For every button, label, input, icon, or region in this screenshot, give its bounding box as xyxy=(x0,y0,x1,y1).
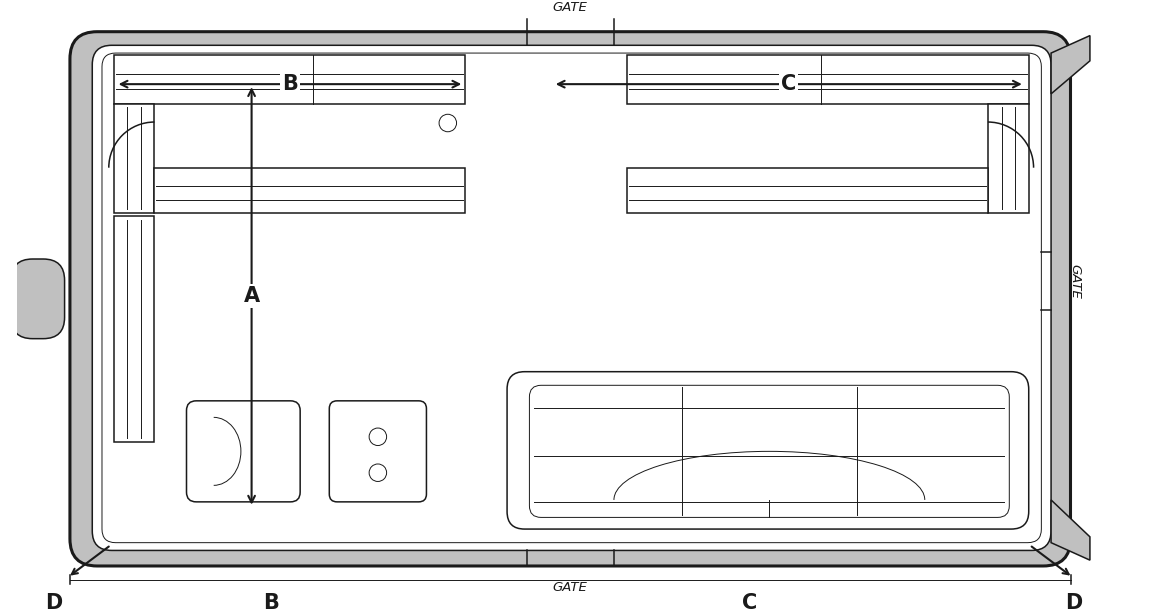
Text: GATE: GATE xyxy=(553,581,588,594)
FancyBboxPatch shape xyxy=(70,31,1071,566)
Bar xyxy=(113,216,155,442)
Text: C: C xyxy=(743,593,758,613)
FancyBboxPatch shape xyxy=(92,46,1051,551)
Text: B: B xyxy=(263,593,280,613)
Text: B: B xyxy=(283,74,298,94)
Text: GATE: GATE xyxy=(553,1,588,14)
Circle shape xyxy=(370,464,387,482)
Polygon shape xyxy=(1051,36,1090,94)
Circle shape xyxy=(370,428,387,445)
Polygon shape xyxy=(1051,500,1090,560)
Bar xyxy=(155,168,465,213)
Text: D: D xyxy=(45,593,62,613)
Bar xyxy=(626,55,1029,103)
Bar xyxy=(113,55,465,103)
Text: GATE: GATE xyxy=(1068,264,1082,299)
FancyBboxPatch shape xyxy=(12,259,65,339)
Text: A: A xyxy=(244,286,260,306)
FancyBboxPatch shape xyxy=(329,401,426,502)
Bar xyxy=(626,168,988,213)
Text: D: D xyxy=(1065,593,1082,613)
Bar xyxy=(113,103,155,213)
Circle shape xyxy=(439,114,456,132)
Bar xyxy=(988,103,1029,213)
FancyBboxPatch shape xyxy=(507,371,1029,529)
Text: C: C xyxy=(781,74,797,94)
FancyBboxPatch shape xyxy=(186,401,300,502)
